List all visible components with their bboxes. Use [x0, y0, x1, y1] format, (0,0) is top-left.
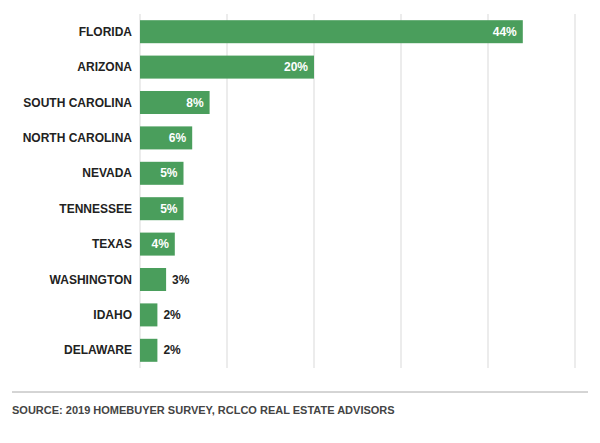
data-label: 20%	[284, 60, 308, 74]
separator	[12, 392, 588, 393]
y-tick-label: NEVADA	[82, 166, 132, 180]
bar	[140, 303, 157, 326]
source-note: SOURCE: 2019 HOMEBUYER SURVEY, RCLCO REA…	[12, 404, 395, 416]
grid-line	[575, 14, 576, 368]
y-tick-label: IDAHO	[93, 308, 132, 322]
bar	[140, 233, 175, 256]
y-tick-label: TENNESSEE	[59, 202, 132, 216]
y-tick-labels: FLORIDA ARIZONA SOUTH CAROLINA NORTH CAROLI…	[23, 25, 133, 358]
y-tick-label: SOUTH CAROLINA	[23, 96, 132, 110]
data-label: 2%	[163, 343, 181, 357]
y-tick-label: ARIZONA	[77, 60, 132, 74]
data-label: 44%	[493, 25, 517, 39]
data-label: 5%	[160, 166, 178, 180]
y-tick-label: TEXAS	[92, 237, 132, 251]
bar	[140, 197, 184, 220]
bar	[140, 126, 192, 149]
y-tick-label: DELAWARE	[64, 343, 132, 357]
bar	[140, 56, 314, 79]
bar	[140, 162, 184, 185]
data-label: 5%	[160, 202, 178, 216]
data-label: 6%	[169, 131, 187, 145]
bar	[140, 20, 523, 43]
bars	[140, 20, 523, 362]
y-tick-label: NORTH CAROLINA	[23, 131, 133, 145]
data-label: 2%	[163, 308, 181, 322]
bar	[140, 339, 157, 362]
data-label: 3%	[172, 273, 190, 287]
grid	[140, 14, 575, 368]
data-label: 8%	[186, 96, 204, 110]
y-tick-label: FLORIDA	[79, 25, 133, 39]
grid-line	[401, 14, 402, 368]
chart: FLORIDA ARIZONA SOUTH CAROLINA NORTH CAROLI…	[0, 0, 600, 443]
background	[0, 0, 600, 443]
grid-line	[488, 14, 489, 368]
bar	[140, 91, 210, 114]
data-labels: 44% 20% 8% 6% 5% 5% 4% 3% 2% 2%	[151, 25, 517, 358]
y-tick-label: WASHINGTON	[50, 273, 132, 287]
bar	[140, 268, 166, 291]
data-label: 4%	[151, 237, 169, 251]
